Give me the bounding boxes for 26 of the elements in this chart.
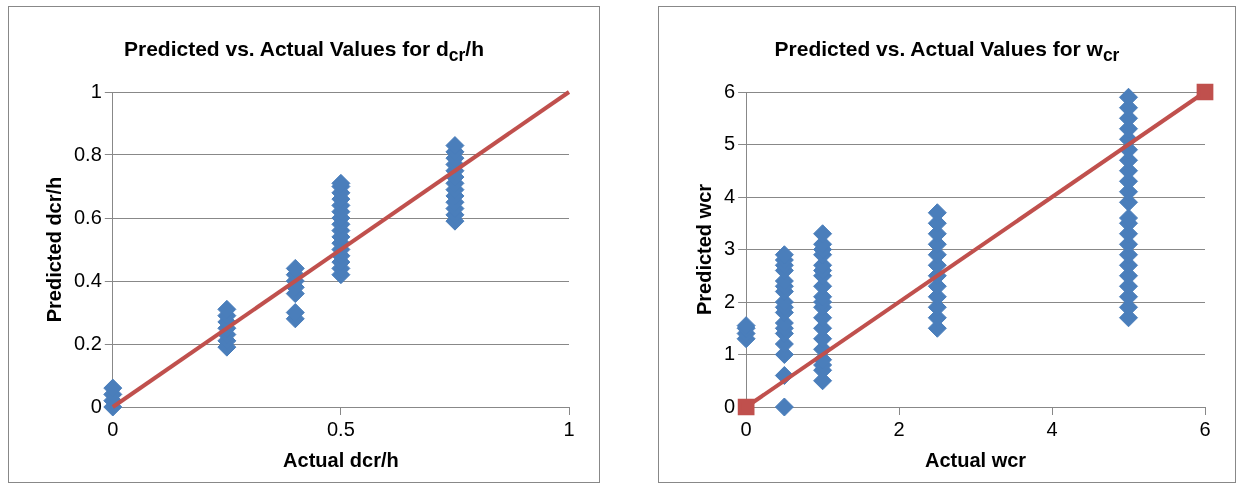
x-tick-label: 4 (1046, 417, 1058, 440)
y-tick-label: 1 (90, 79, 102, 102)
y-tick-label: 6 (724, 79, 736, 102)
y-tick-label: 1 (724, 342, 736, 365)
y-tick-label: 0 (90, 394, 102, 417)
x-tick-label: 0 (740, 417, 752, 440)
chart-title: Predicted vs. Actual Values for d$_{cr}$/h (122, 37, 486, 67)
y-tick-label: 0.6 (73, 205, 102, 228)
y-tick-label: 3 (724, 237, 736, 260)
y-tick-label: 2 (724, 289, 736, 312)
chart-title: Predicted vs. Actual Values for w$_{cr}$ (773, 37, 1121, 67)
x-tick-label: 6 (1199, 417, 1211, 440)
y-tick-label: 0.4 (73, 268, 102, 291)
x-tick-label: 0 (107, 417, 119, 440)
y-tick-label: 0.8 (73, 142, 102, 165)
y-tick-label: 0.2 (73, 331, 102, 354)
x-axis-title: Actual wcr (924, 448, 1027, 471)
y-tick-label: 0 (724, 394, 736, 417)
y-tick-label: 5 (724, 132, 736, 155)
x-tick-label: 2 (893, 417, 905, 440)
x-tick-label: 1 (563, 417, 575, 440)
y-axis-title: Predicted dcr/h (42, 176, 65, 323)
x-axis-title: Actual dcr/h (283, 448, 399, 471)
y-axis-title: Predicted wcr (692, 183, 715, 316)
y-tick-label: 4 (724, 184, 736, 207)
x-tick-label: 0.5 (327, 417, 355, 440)
